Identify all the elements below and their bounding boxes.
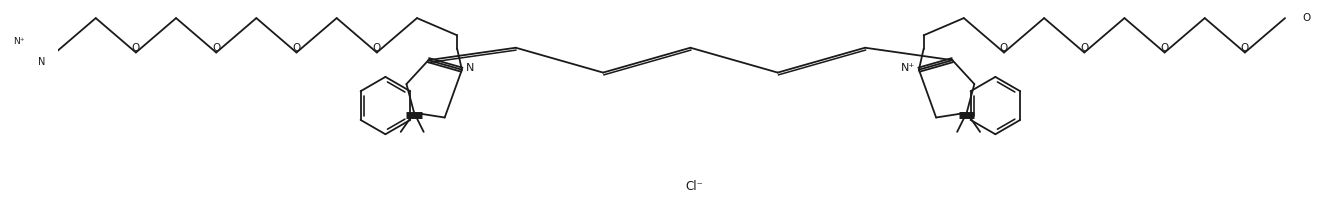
Text: O: O bbox=[1241, 43, 1249, 53]
Text: N: N bbox=[465, 63, 473, 73]
Text: O: O bbox=[293, 43, 301, 53]
Text: O: O bbox=[372, 43, 380, 53]
Text: O: O bbox=[132, 43, 140, 53]
Text: N⁺: N⁺ bbox=[900, 63, 915, 73]
Text: Cl⁻: Cl⁻ bbox=[685, 180, 704, 193]
Text: O: O bbox=[211, 43, 221, 53]
Text: N: N bbox=[39, 57, 45, 67]
Text: O: O bbox=[1302, 13, 1310, 23]
Text: O: O bbox=[1161, 43, 1169, 53]
Text: N⁺: N⁺ bbox=[13, 37, 25, 46]
Text: O: O bbox=[1000, 43, 1008, 53]
Text: O: O bbox=[1080, 43, 1088, 53]
